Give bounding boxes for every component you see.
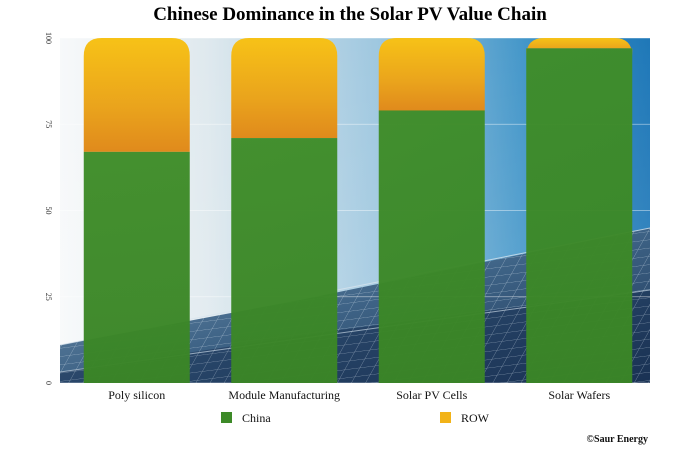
y-tick-label: 75 [44, 120, 53, 128]
y-tick-label: 50 [44, 207, 53, 215]
bar-row-3 [526, 38, 633, 56]
y-tick-label: 100 [44, 32, 53, 44]
x-tick-label: Poly silicon [108, 388, 165, 402]
legend-label-row: ROW [461, 411, 490, 425]
legend: China ROW [221, 411, 490, 425]
legend-item-china: China [221, 411, 271, 425]
legend-swatch-row [440, 412, 451, 423]
bar-row-2 [378, 38, 485, 111]
chart-title: Chinese Dominance in the Solar PV Value … [153, 4, 547, 25]
x-tick-label: Module Manufacturing [228, 388, 340, 402]
x-axis-labels: Poly silicon Module Manufacturing Solar PV… [108, 388, 610, 402]
y-tick-label: 0 [44, 381, 53, 385]
bar-china-0 [83, 151, 190, 383]
bar-china-2 [378, 110, 485, 383]
bar-china-1 [231, 138, 338, 383]
bar-row-1 [231, 38, 338, 139]
bars [83, 38, 633, 383]
x-tick-label: Solar PV Cells [396, 388, 467, 402]
y-tick-label: 25 [44, 293, 53, 301]
legend-swatch-china [221, 412, 232, 423]
x-tick-label: Solar Wafers [548, 388, 610, 402]
legend-item-row: ROW [440, 411, 490, 425]
bar-china-3 [526, 48, 633, 383]
credit-text: ©Saur Energy [587, 434, 648, 445]
legend-label-china: China [242, 411, 271, 425]
y-axis-ticks: 0 25 50 75 100 [44, 32, 53, 385]
bar-row-0 [83, 38, 190, 152]
